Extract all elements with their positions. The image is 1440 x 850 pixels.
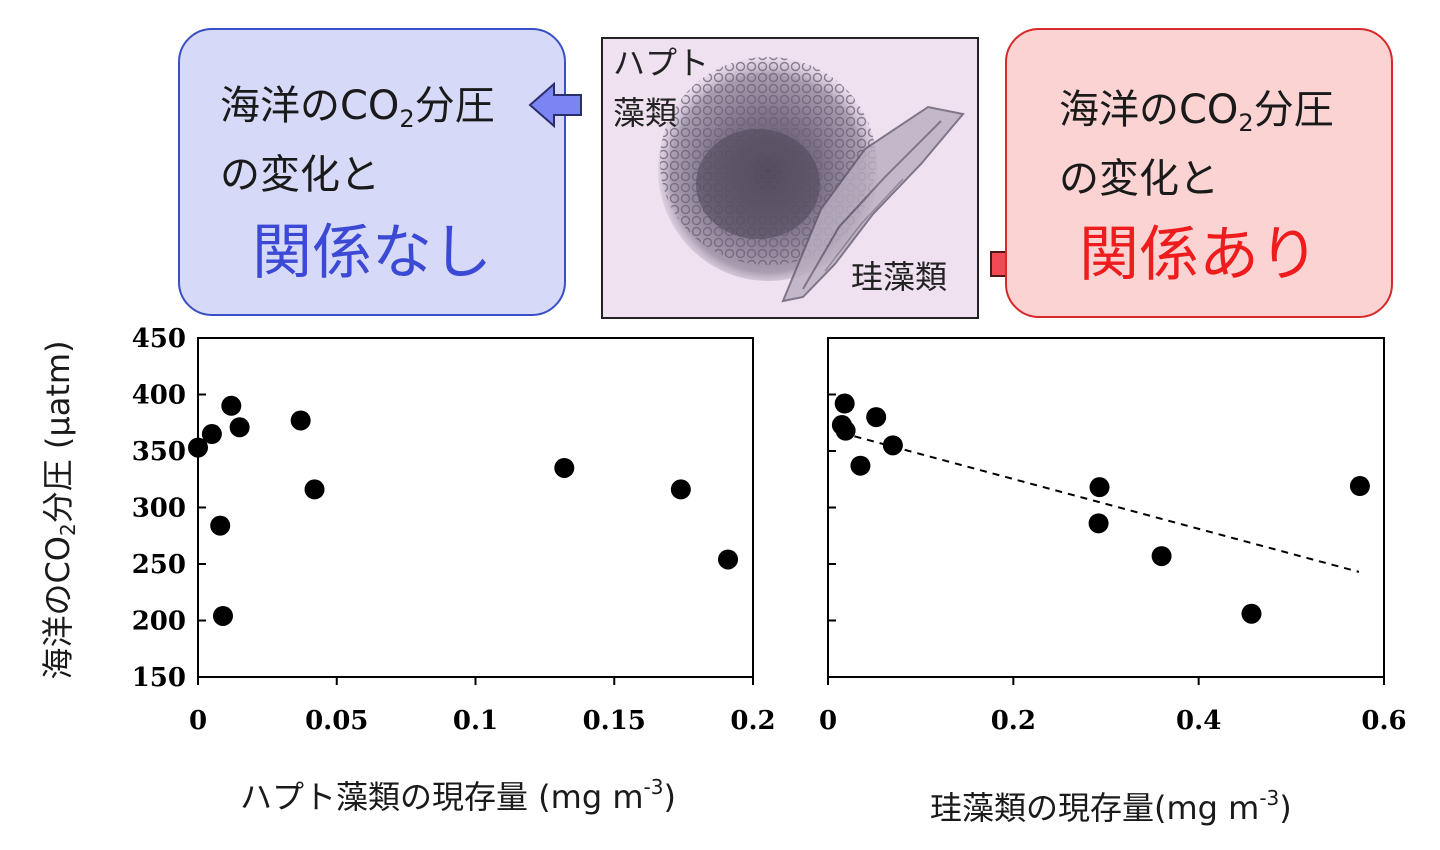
y-tick-label: 300 <box>132 494 186 524</box>
y-tick-label: 200 <box>132 607 186 637</box>
arrow-left-icon <box>528 81 582 129</box>
data-point <box>290 410 311 431</box>
x-tick-label: 0.05 <box>305 706 368 736</box>
data-point <box>212 605 233 626</box>
y-tick-label: 450 <box>132 324 186 354</box>
x-axis-title-superscript: -3 <box>643 775 664 799</box>
haptophyte-label-1: ハプト <box>613 44 710 82</box>
x-tick-label: 0.6 <box>1361 706 1406 736</box>
annotation-box-relation: 海洋のCO2分圧 の変化と 関係あり <box>1005 28 1393 318</box>
x-tick-label: 0.1 <box>453 706 498 736</box>
haptophyte-label-2: 藻類 <box>613 94 678 132</box>
annotation-text: 海洋のCO2分圧 の変化と <box>220 78 495 203</box>
x-tick-label: 0 <box>189 706 207 736</box>
annotation-subscript: 2 <box>1238 109 1254 137</box>
x-tick-label: 0.2 <box>730 706 775 736</box>
diatom-label: 珪藻類 <box>851 258 948 296</box>
x-axis-title-diatom: 珪藻類の現存量(mg m-3) <box>930 783 1292 829</box>
annotation-line1-end: 分圧 <box>414 83 495 129</box>
data-point <box>1241 603 1262 624</box>
y-tick-label: 150 <box>132 663 186 693</box>
x-axis-title-text: ハプト藻類の現存量 (mg m <box>240 778 644 816</box>
data-point <box>670 479 691 500</box>
x-tick-label: 0.4 <box>1176 706 1221 736</box>
data-point <box>304 479 325 500</box>
x-tick-label: 0.2 <box>991 706 1036 736</box>
data-point <box>835 420 856 441</box>
micrograph-drawing <box>658 57 965 303</box>
annotation-line2: の変化と <box>220 152 380 198</box>
data-point <box>834 393 855 414</box>
x-axis-title-end: ) <box>663 778 676 816</box>
data-point <box>1349 476 1370 497</box>
data-point <box>210 515 231 536</box>
data-point <box>1151 546 1172 567</box>
verdict-no-relation: 関係なし <box>252 218 492 288</box>
verdict-relation: 関係あり <box>1079 220 1319 290</box>
chart-diatom: 0 0.2 0.4 0.6 <box>819 337 1407 736</box>
annotation-line2: の変化と <box>1059 156 1219 202</box>
x-tick-label: 0.15 <box>583 706 646 736</box>
x-tick-label: 0 <box>819 706 837 736</box>
annotation-line1: 海洋のCO <box>1059 87 1239 133</box>
x-axis-title-haptophyte: ハプト藻類の現存量 (mg m-3) <box>240 772 676 818</box>
data-point <box>882 435 903 456</box>
data-point <box>201 424 222 445</box>
data-point <box>229 417 250 438</box>
plot-frame <box>827 337 1385 678</box>
annotation-subscript: 2 <box>399 105 415 133</box>
data-point <box>554 457 575 478</box>
data-point <box>1089 477 1110 498</box>
micrograph-image: ハプト 藻類 珪藻類 <box>601 37 979 319</box>
data-point <box>718 549 739 570</box>
data-point <box>1088 513 1109 534</box>
annotation-box-no-relation: 海洋のCO2分圧 の変化と 関係なし <box>178 28 566 316</box>
x-axis-title-end: ) <box>1279 789 1292 827</box>
x-axis-title-text: 珪藻類の現存量(mg m <box>930 789 1260 827</box>
x-axis-title-superscript: -3 <box>1259 786 1280 810</box>
data-point <box>866 407 887 428</box>
data-point <box>188 437 208 458</box>
y-tick-label: 400 <box>132 381 186 411</box>
trend-line <box>841 431 1360 573</box>
annotation-text: 海洋のCO2分圧 の変化と <box>1059 82 1334 207</box>
annotation-line1: 海洋のCO <box>220 83 400 129</box>
data-point <box>850 455 871 476</box>
annotation-line1-end: 分圧 <box>1253 87 1334 133</box>
data-point <box>221 395 242 416</box>
y-tick-label: 350 <box>132 437 186 467</box>
plot-frame <box>197 337 754 678</box>
chart-haptophyte: 150 200 250 300 350 400 450 0 0.05 0.1 0.15 0.2 <box>132 324 776 736</box>
y-tick-label: 250 <box>132 550 186 580</box>
